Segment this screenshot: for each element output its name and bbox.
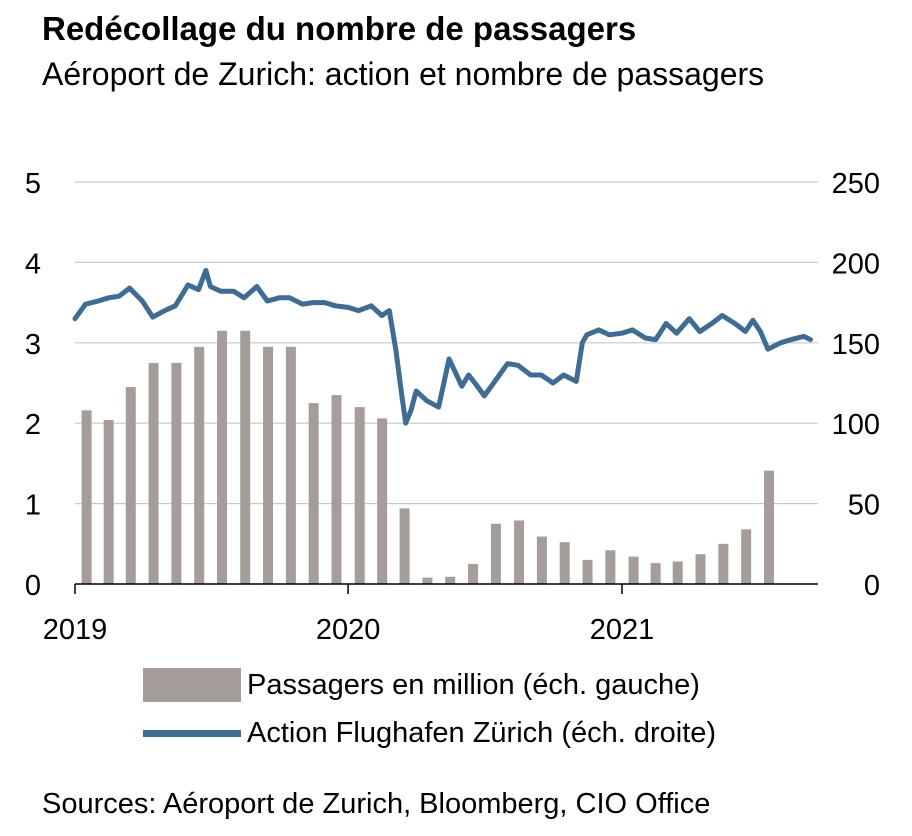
- bar: [399, 508, 410, 584]
- bar: [490, 523, 501, 584]
- axes: [74, 583, 818, 594]
- bar: [81, 410, 92, 584]
- x-tick-label: 2021: [590, 614, 655, 646]
- bar: [217, 330, 228, 584]
- bar: [125, 387, 136, 584]
- bar: [695, 554, 706, 584]
- left-tick-label: 1: [25, 490, 41, 522]
- legend-item-passengers: Passagers en million (éch. gauche): [143, 665, 700, 705]
- bar: [763, 470, 774, 584]
- bar: [718, 543, 729, 584]
- x-tick-label: 2019: [43, 614, 108, 646]
- bar: [285, 346, 296, 584]
- bar: [377, 418, 388, 584]
- line-series: [72, 267, 813, 426]
- bar: [650, 563, 661, 584]
- bar: [308, 403, 319, 584]
- bar: [468, 563, 479, 584]
- legend-item-stock: Action Flughafen Zürich (éch. droite): [143, 713, 716, 753]
- right-tick-label: 150: [832, 329, 880, 361]
- bar: [171, 362, 182, 584]
- x-tick-label: 2020: [316, 614, 381, 646]
- bar: [559, 542, 570, 584]
- legend-swatch-bars: [143, 668, 241, 702]
- bar-series: [81, 330, 774, 584]
- bar: [514, 520, 525, 584]
- legend-label-stock: Action Flughafen Zürich (éch. droite): [247, 716, 717, 749]
- stock-price-line: [72, 267, 813, 426]
- grid-lines: [75, 181, 818, 505]
- bar: [422, 577, 433, 584]
- bar: [741, 529, 752, 584]
- right-tick-label: 250: [832, 168, 880, 200]
- left-tick-label: 3: [25, 329, 41, 361]
- bar: [331, 395, 342, 584]
- bar: [103, 419, 114, 584]
- legend-label-passengers: Passagers en million (éch. gauche): [247, 668, 700, 701]
- bar: [194, 346, 205, 584]
- left-tick-label: 5: [25, 168, 41, 200]
- chart-title: Redécollage du nombre de passagers: [42, 10, 637, 47]
- bar: [536, 536, 547, 584]
- bar: [582, 559, 593, 584]
- bar: [263, 346, 274, 584]
- bar: [672, 561, 683, 584]
- bar: [445, 576, 456, 584]
- right-tick-label: 50: [848, 490, 880, 522]
- left-tick-label: 0: [25, 570, 41, 602]
- bar: [628, 556, 639, 584]
- right-tick-label: 0: [864, 570, 880, 602]
- bar: [240, 330, 251, 584]
- right-tick-label: 200: [832, 248, 880, 280]
- right-tick-label: 100: [832, 409, 880, 441]
- source-note: Sources: Aéroport de Zurich, Bloomberg, …: [42, 788, 711, 820]
- bar: [605, 550, 616, 584]
- bar: [148, 362, 159, 584]
- chart-subtitle: Aéroport de Zurich: action et nombre de …: [42, 56, 765, 92]
- left-tick-label: 4: [25, 248, 41, 280]
- bar: [354, 407, 365, 584]
- left-tick-label: 2: [25, 409, 41, 441]
- legend-swatch-line: [143, 729, 241, 737]
